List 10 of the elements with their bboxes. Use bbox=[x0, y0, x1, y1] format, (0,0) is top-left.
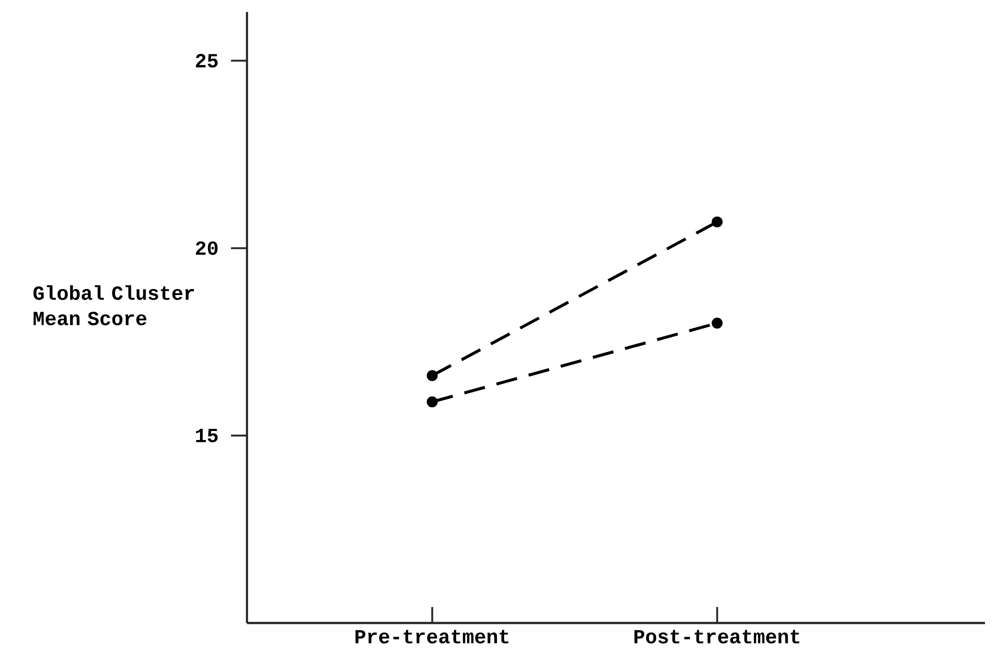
point bbox=[426, 396, 438, 408]
point bbox=[712, 318, 723, 329]
y-tick-label: 20 bbox=[196, 241, 218, 255]
x-tick-label: Post-treatment bbox=[634, 630, 800, 644]
y-tick-label: 15 bbox=[196, 428, 218, 442]
point bbox=[426, 370, 438, 382]
x-tick-label: Pre-treatment bbox=[356, 630, 508, 644]
point bbox=[712, 216, 723, 228]
y-axis-title: Global Cluster Mean Score bbox=[33, 285, 194, 326]
y-tick-label: 25 bbox=[196, 54, 218, 68]
